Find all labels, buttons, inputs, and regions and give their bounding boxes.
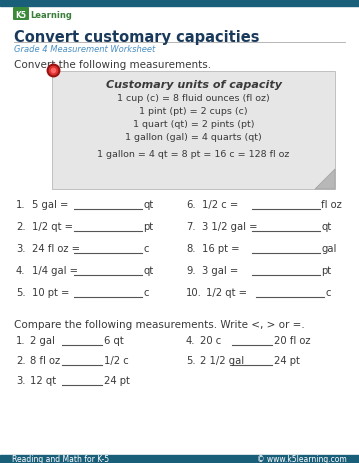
Text: 4.: 4. — [16, 265, 25, 275]
Text: Learning: Learning — [30, 11, 72, 19]
Text: 4.: 4. — [186, 335, 196, 345]
Text: 6.: 6. — [186, 200, 196, 210]
Text: 5 gal =: 5 gal = — [32, 200, 68, 210]
Text: 1.: 1. — [16, 200, 25, 210]
Text: © www.k5learning.com: © www.k5learning.com — [257, 455, 347, 463]
Polygon shape — [315, 169, 335, 189]
Text: Convert the following measurements.: Convert the following measurements. — [14, 60, 211, 70]
Text: 5.: 5. — [186, 355, 196, 365]
Text: 7.: 7. — [186, 221, 196, 232]
Text: 8.: 8. — [186, 244, 196, 253]
Bar — [0, 0, 359, 7]
Text: c: c — [143, 244, 149, 253]
Text: Reading and Math for K-5: Reading and Math for K-5 — [12, 455, 109, 463]
Text: 24 fl oz =: 24 fl oz = — [32, 244, 80, 253]
Text: qt: qt — [143, 200, 153, 210]
Text: pt: pt — [321, 265, 331, 275]
Text: 1 pint (pt) = 2 cups (c): 1 pint (pt) = 2 cups (c) — [139, 107, 248, 116]
Text: 6 qt: 6 qt — [104, 335, 124, 345]
Text: fl oz: fl oz — [321, 200, 342, 210]
Text: 9.: 9. — [186, 265, 196, 275]
Text: 2 gal: 2 gal — [30, 335, 55, 345]
Text: 1 quart (qt) = 2 pints (pt): 1 quart (qt) = 2 pints (pt) — [133, 120, 254, 129]
Text: Grade 4 Measurement Worksheet: Grade 4 Measurement Worksheet — [14, 45, 155, 54]
Text: Compare the following measurements. Write <, > or =.: Compare the following measurements. Writ… — [14, 319, 305, 329]
Text: 3.: 3. — [16, 375, 25, 385]
Text: 1/2 qt =: 1/2 qt = — [206, 288, 247, 297]
Text: 20 fl oz: 20 fl oz — [274, 335, 311, 345]
Text: 8 fl oz: 8 fl oz — [30, 355, 60, 365]
Text: 3 1/2 gal =: 3 1/2 gal = — [202, 221, 257, 232]
Text: qt: qt — [143, 265, 153, 275]
Text: 10 pt =: 10 pt = — [32, 288, 69, 297]
Text: 1/4 gal =: 1/4 gal = — [32, 265, 78, 275]
Text: gal: gal — [321, 244, 336, 253]
Text: 1/2 c: 1/2 c — [104, 355, 129, 365]
Bar — [52, 72, 335, 189]
Text: 16 pt =: 16 pt = — [202, 244, 239, 253]
Text: 12 qt: 12 qt — [30, 375, 56, 385]
Text: pt: pt — [143, 221, 153, 232]
FancyBboxPatch shape — [13, 8, 29, 21]
Text: 10.: 10. — [186, 288, 202, 297]
Text: K5: K5 — [15, 11, 27, 19]
Text: 1.: 1. — [16, 335, 25, 345]
Text: 3.: 3. — [16, 244, 25, 253]
Text: 20 c: 20 c — [200, 335, 221, 345]
Text: qt: qt — [321, 221, 331, 232]
Text: 24 pt: 24 pt — [274, 355, 300, 365]
Text: 24 pt: 24 pt — [104, 375, 130, 385]
Bar — [0, 455, 359, 463]
Text: 1/2 qt =: 1/2 qt = — [32, 221, 73, 232]
Text: 2.: 2. — [16, 221, 25, 232]
Text: 3 gal =: 3 gal = — [202, 265, 238, 275]
Text: Customary units of capacity: Customary units of capacity — [106, 80, 281, 90]
Text: c: c — [325, 288, 331, 297]
Text: 2.: 2. — [16, 355, 25, 365]
Text: 1 cup (c) = 8 fluid ounces (fl oz): 1 cup (c) = 8 fluid ounces (fl oz) — [117, 94, 270, 103]
Text: c: c — [143, 288, 149, 297]
Text: 2 1/2 gal: 2 1/2 gal — [200, 355, 244, 365]
Text: 1/2 c =: 1/2 c = — [202, 200, 238, 210]
Text: 5.: 5. — [16, 288, 25, 297]
Text: 1 gallon (gal) = 4 quarts (qt): 1 gallon (gal) = 4 quarts (qt) — [125, 133, 262, 142]
Text: 1 gallon = 4 qt = 8 pt = 16 c = 128 fl oz: 1 gallon = 4 qt = 8 pt = 16 c = 128 fl o… — [97, 150, 290, 159]
Text: Convert customary capacities: Convert customary capacities — [14, 30, 260, 45]
